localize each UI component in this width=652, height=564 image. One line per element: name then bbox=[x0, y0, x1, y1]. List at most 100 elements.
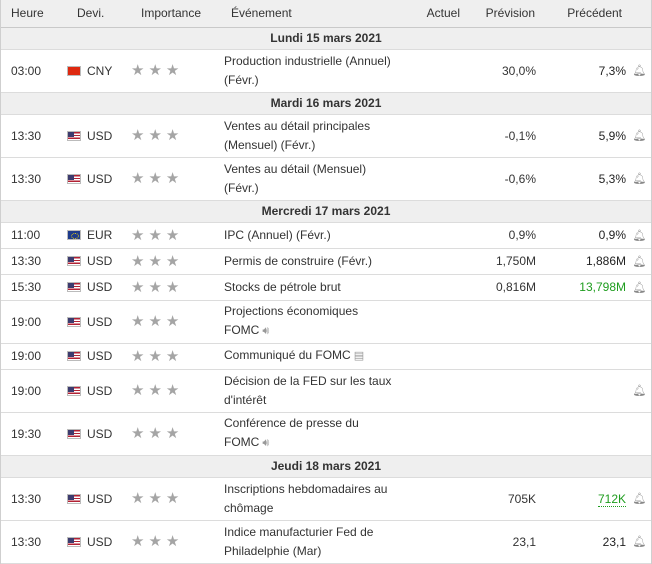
col-previous[interactable]: Précédent bbox=[541, 0, 628, 28]
star-icon: ★ bbox=[131, 425, 145, 442]
event-name-line1: Stocks de pétrole brut bbox=[224, 279, 341, 294]
event-name[interactable]: Indice manufacturier Fed de Philadelphie … bbox=[221, 520, 410, 564]
star-icon: ★ bbox=[148, 533, 162, 550]
event-currency-cell: CNY bbox=[67, 49, 131, 93]
event-name[interactable]: Production industrielle (Annuel) (Févr.) bbox=[221, 49, 410, 93]
alert-cell[interactable]: 🔔︎ bbox=[628, 114, 651, 158]
bell-icon[interactable]: 🔔︎ bbox=[632, 229, 647, 242]
col-event[interactable]: Événement bbox=[221, 0, 410, 28]
bell-icon[interactable]: 🔔︎ bbox=[632, 493, 647, 505]
col-actual[interactable]: Actuel bbox=[410, 0, 466, 28]
event-row[interactable]: 11:00 EUR ★ ★ ★ IPC (Annuel) (Févr.) 0,9% … bbox=[1, 222, 651, 249]
event-row[interactable]: 13:30 USD ★ ★ ★ Indice manufacturier Fed d… bbox=[1, 520, 651, 564]
star-icon: ★ bbox=[165, 226, 180, 244]
event-previous-cell: 5,3% bbox=[541, 157, 628, 201]
event-name-line1: Permis de construire (Févr.) bbox=[224, 253, 373, 268]
alert-cell[interactable]: 🔔︎ bbox=[628, 274, 651, 301]
importance-stars: ★ ★ ★ bbox=[131, 412, 221, 456]
alert-cell[interactable]: 🔔︎ bbox=[628, 49, 651, 93]
col-currency[interactable]: Devi. bbox=[67, 0, 131, 28]
col-alert bbox=[628, 0, 651, 28]
event-name[interactable]: Conférence de presse du FOMC 🔊︎ bbox=[221, 412, 410, 456]
event-currency: USD bbox=[87, 491, 113, 506]
alert-cell[interactable]: 🔔︎ bbox=[628, 369, 651, 413]
event-name-line1: Inscriptions hebdomadaires au bbox=[224, 481, 388, 496]
star-icon: ★ bbox=[131, 170, 145, 187]
event-row[interactable]: 13:30 USD ★ ★ ★ Inscriptions hebdomadaires… bbox=[1, 477, 651, 521]
star-icon: ★ bbox=[131, 347, 145, 365]
flag-us-icon bbox=[67, 351, 81, 361]
event-name-line2: chômage bbox=[224, 500, 274, 515]
event-row[interactable]: 13:30 USD ★ ★ ★ Permis de construire (Févr… bbox=[1, 248, 651, 275]
flag-us-icon bbox=[67, 256, 81, 266]
event-name[interactable]: Communiqué du FOMC ▤ bbox=[221, 343, 410, 370]
event-row[interactable]: 15:30 USD ★ ★ ★ Stocks de pétrole brut 0,8… bbox=[1, 274, 651, 301]
col-time[interactable]: Heure bbox=[1, 0, 67, 28]
event-name[interactable]: Projections économiques FOMC 🔊︎ bbox=[221, 300, 410, 344]
event-row[interactable]: 19:30 USD ★ ★ ★ Conférence de presse du FOM… bbox=[1, 412, 651, 456]
event-name-line2: d'intérêt bbox=[224, 392, 267, 407]
event-name[interactable]: Ventes au détail principales (Mensuel) (F… bbox=[221, 114, 410, 158]
star-icon: ★ bbox=[148, 347, 162, 365]
event-name[interactable]: Décision de la FED sur les taux d'intérêt bbox=[221, 369, 410, 413]
bell-icon[interactable]: 🔔︎ bbox=[632, 130, 647, 142]
event-forecast: 23,1 bbox=[466, 520, 541, 564]
importance-stars: ★ ★ ★ bbox=[131, 274, 221, 301]
bell-icon[interactable]: 🔔︎ bbox=[632, 255, 647, 268]
event-row[interactable]: 19:00 USD ★ ★ ★ Communiqué du FOMC ▤ bbox=[1, 343, 651, 370]
event-currency-cell: USD bbox=[67, 248, 131, 275]
event-name[interactable]: Stocks de pétrole brut bbox=[221, 274, 410, 301]
event-time: 13:30 bbox=[1, 157, 67, 201]
bell-icon[interactable]: 🔔︎ bbox=[632, 281, 647, 294]
event-row[interactable]: 13:30 USD ★ ★ ★ Ventes au détail (Mensuel)… bbox=[1, 157, 651, 201]
alert-cell[interactable]: 🔔︎ bbox=[628, 520, 651, 564]
document-icon[interactable]: ▤ bbox=[353, 350, 365, 362]
alert-cell[interactable]: 🔔︎ bbox=[628, 157, 651, 201]
event-name[interactable]: Inscriptions hebdomadaires au chômage bbox=[221, 477, 410, 521]
star-icon: ★ bbox=[131, 278, 145, 296]
event-currency-cell: USD bbox=[67, 114, 131, 158]
speaker-icon[interactable]: 🔊︎ bbox=[262, 325, 270, 337]
event-actual bbox=[410, 477, 466, 521]
event-actual bbox=[410, 274, 466, 301]
event-time: 13:30 bbox=[1, 477, 67, 521]
star-icon: ★ bbox=[131, 226, 145, 244]
alert-cell[interactable]: 🔔︎ bbox=[628, 248, 651, 275]
col-importance[interactable]: Importance bbox=[131, 0, 221, 28]
event-currency: USD bbox=[87, 349, 113, 363]
col-forecast[interactable]: Prévision bbox=[466, 0, 541, 28]
bell-icon[interactable]: 🔔︎ bbox=[632, 65, 647, 77]
speaker-icon[interactable]: 🔊︎ bbox=[262, 437, 270, 449]
day-header-row: Jeudi 18 mars 2021 bbox=[1, 455, 651, 478]
event-forecast bbox=[466, 369, 541, 413]
event-forecast: 30,0% bbox=[466, 49, 541, 93]
star-icon: ★ bbox=[148, 278, 162, 296]
event-name[interactable]: Permis de construire (Févr.) bbox=[221, 248, 410, 275]
event-row[interactable]: 13:30 USD ★ ★ ★ Ventes au détail principal… bbox=[1, 114, 651, 158]
event-name[interactable]: Ventes au détail (Mensuel) (Févr.) bbox=[221, 157, 410, 201]
star-icon: ★ bbox=[165, 278, 180, 296]
event-row[interactable]: 19:00 USD ★ ★ ★ Décision de la FED sur les… bbox=[1, 369, 651, 413]
event-currency-cell: EUR bbox=[67, 222, 131, 249]
star-icon: ★ bbox=[148, 490, 162, 507]
event-previous-cell bbox=[541, 343, 628, 370]
flag-us-icon bbox=[67, 130, 81, 141]
star-icon: ★ bbox=[165, 347, 180, 365]
star-icon: ★ bbox=[165, 533, 180, 550]
event-row[interactable]: 19:00 USD ★ ★ ★ Projections économiques FOM… bbox=[1, 300, 651, 344]
star-icon: ★ bbox=[165, 252, 180, 270]
alert-cell bbox=[628, 343, 651, 370]
bell-icon[interactable]: 🔔︎ bbox=[632, 173, 647, 185]
alert-cell[interactable]: 🔔︎ bbox=[628, 477, 651, 521]
event-row[interactable]: 03:00 CNY ★ ★ ★ Production industrielle (A… bbox=[1, 49, 651, 93]
event-previous-cell bbox=[541, 369, 628, 413]
event-forecast: 705K bbox=[466, 477, 541, 521]
event-name[interactable]: IPC (Annuel) (Févr.) bbox=[221, 222, 410, 249]
bell-icon[interactable]: 🔔︎ bbox=[632, 536, 647, 548]
alert-cell[interactable]: 🔔︎ bbox=[628, 222, 651, 249]
flag-us-icon bbox=[67, 282, 81, 292]
bell-icon[interactable]: 🔔︎ bbox=[632, 385, 647, 397]
event-currency-cell: USD bbox=[67, 520, 131, 564]
